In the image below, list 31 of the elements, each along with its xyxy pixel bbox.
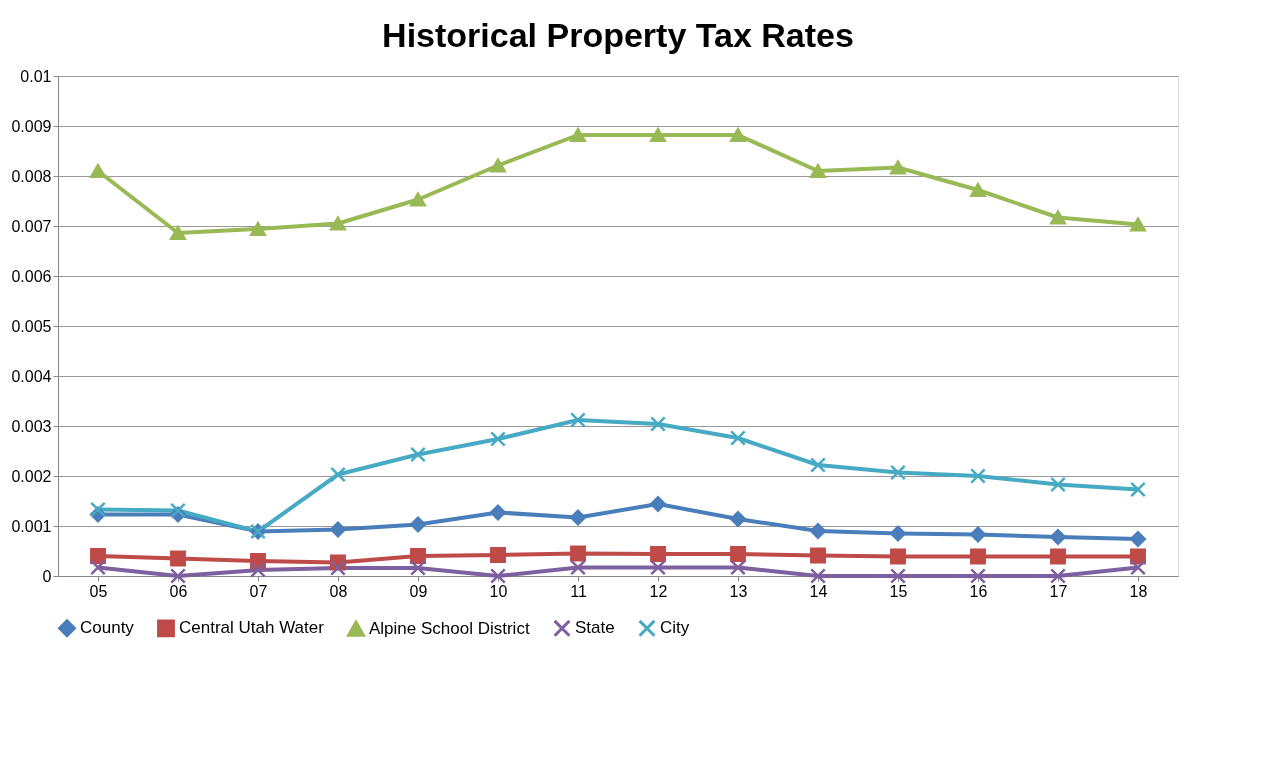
x-tick-label: 13 (729, 582, 748, 600)
legend-label: County (80, 618, 135, 638)
x-tick-label: 15 (889, 582, 908, 600)
y-tick-label: 0.002 (11, 467, 52, 485)
x-tick-label: 18 (1129, 582, 1148, 600)
legend-label: City (660, 618, 690, 638)
x-tick-label: 08 (329, 582, 348, 600)
legend-label: Central Utah Water (179, 618, 325, 638)
x-tick-label: 16 (969, 582, 988, 600)
y-tick-label: 0.003 (11, 417, 52, 435)
y-tick-label: 0 (42, 567, 52, 585)
y-tick-label: 0.001 (11, 517, 52, 535)
chart-title: Historical Property Tax Rates (382, 16, 854, 54)
x-tick-label: 11 (570, 582, 587, 600)
x-tick-label: 09 (409, 582, 428, 600)
x-tick-label: 07 (249, 582, 268, 600)
y-tick-label: 0.01 (20, 67, 52, 85)
x-tick-label: 10 (489, 582, 508, 600)
legend-label: Alpine School District (369, 618, 530, 638)
x-tick-label: 14 (809, 582, 828, 600)
y-tick-label: 0.006 (11, 267, 52, 285)
legend-label: State (575, 618, 615, 638)
x-tick-label: 12 (649, 582, 668, 600)
x-tick-label: 06 (169, 582, 188, 600)
y-tick-label: 0.009 (11, 117, 52, 135)
x-tick-label: 17 (1049, 582, 1068, 600)
y-tick-label: 0.007 (11, 217, 52, 235)
y-tick-label: 0.008 (11, 167, 52, 185)
y-tick-label: 0.005 (11, 317, 52, 335)
y-tick-label: 0.004 (11, 367, 52, 385)
x-tick-label: 05 (89, 582, 108, 600)
